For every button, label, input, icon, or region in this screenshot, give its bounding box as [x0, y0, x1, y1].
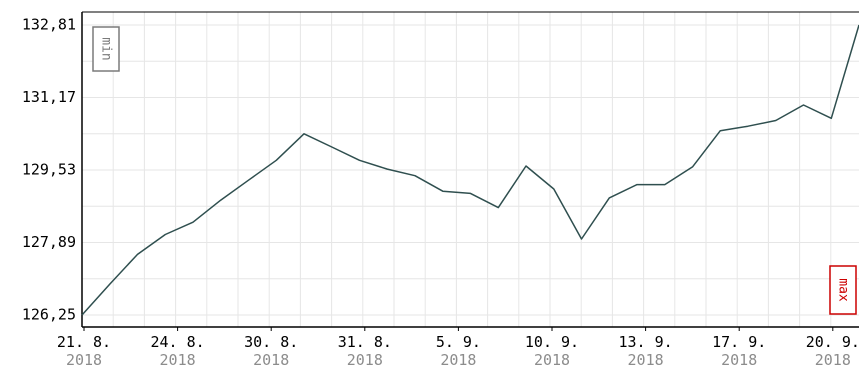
axes	[81, 11, 859, 328]
x-tick-label-date: 24. 8.	[151, 333, 205, 351]
max-marker-box	[829, 265, 857, 315]
x-tick-label-date: 30. 8.	[244, 333, 298, 351]
x-tick-label-date: 20. 9.	[806, 333, 859, 351]
x-tick-label-year: 2018	[815, 351, 851, 369]
y-tick-label: 131,17	[22, 88, 76, 106]
max-marker-label: max	[836, 278, 851, 302]
x-tick-label-date: 13. 9.	[619, 333, 673, 351]
x-tick-label-date: 17. 9.	[712, 333, 766, 351]
y-tick-label: 126,25	[22, 306, 76, 324]
markers: min max	[92, 26, 857, 315]
x-tick-label-year: 2018	[160, 351, 196, 369]
y-tick-label: 132,81	[22, 16, 76, 34]
y-ticks: 132,81 131,17 129,53 127,89 126,25	[22, 16, 76, 324]
x-tick-label-date: 21. 8.	[57, 333, 111, 351]
series	[81, 24, 859, 316]
x-tick-label-year: 2018	[721, 351, 757, 369]
y-tick-label: 129,53	[22, 161, 76, 179]
series-line	[81, 24, 859, 316]
x-tick-label-date: 10. 9.	[525, 333, 579, 351]
min-marker-label: min	[99, 37, 114, 60]
min-marker: min	[92, 26, 120, 72]
x-tick-label-year: 2018	[534, 351, 570, 369]
x-tick-label-year: 2018	[347, 351, 383, 369]
x-tick-label-date: 5. 9.	[436, 333, 481, 351]
x-tick-label-year: 2018	[440, 351, 476, 369]
max-marker: max	[829, 265, 857, 315]
x-tick-label-year: 2018	[628, 351, 664, 369]
grid	[82, 12, 859, 327]
x-tick-label-year: 2018	[253, 351, 289, 369]
min-marker-box	[92, 26, 120, 72]
x-tick-label-year: 2018	[66, 351, 102, 369]
y-tick-label: 127,89	[22, 233, 76, 251]
x-tick-label-date: 31. 8.	[338, 333, 392, 351]
